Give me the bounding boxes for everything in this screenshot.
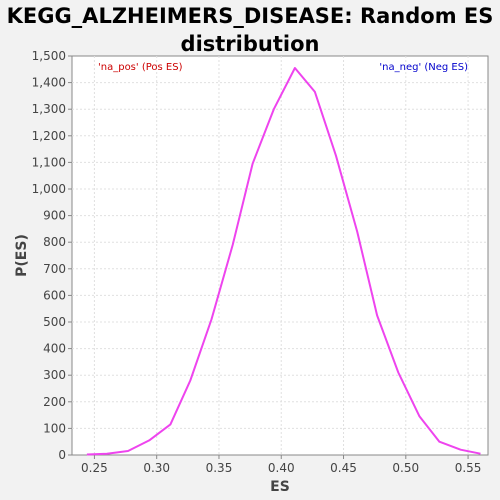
y-tick-label: 800: [43, 235, 66, 249]
y-tick-label: 1,200: [32, 129, 66, 143]
y-tick-label: 1,400: [32, 76, 66, 90]
y-tick-label: 900: [43, 209, 66, 223]
y-tick-label: 700: [43, 262, 66, 276]
axes: 0 100 200 300 400 500 600 700 800 900 1,000 1,100 1,…: [32, 49, 482, 475]
x-tick-label: 0.50: [392, 461, 419, 475]
series-line: [86, 67, 481, 456]
chart-title: KEGG_ALZHEIMERS_DISEASE: Random ES distr…: [0, 2, 500, 58]
chart-title-line-2: distribution: [180, 32, 320, 56]
plot-area: [71, 55, 489, 456]
y-tick-label: 100: [43, 421, 66, 435]
y-tick-label: 600: [43, 288, 66, 302]
x-tick-label: 0.55: [455, 461, 482, 475]
series-layer: [86, 67, 481, 456]
x-axis-title: ES: [270, 479, 290, 495]
y-tick-label: 200: [43, 395, 66, 409]
x-tick-label: 0.45: [330, 461, 357, 475]
legend-neg: 'na_neg' (Neg ES): [379, 62, 468, 73]
x-tick-label: 0.25: [81, 461, 108, 475]
x-tick-label: 0.35: [206, 461, 233, 475]
y-tick-label: 1,100: [32, 155, 66, 169]
legend-pos: 'na_pos' (Pos ES): [98, 62, 183, 73]
y-tick-label: 1,000: [32, 182, 66, 196]
y-tick-label: 400: [43, 342, 66, 356]
y-tick-label: 0: [58, 448, 66, 462]
y-axis-title: P(ES): [14, 234, 30, 277]
x-tick-label: 0.30: [143, 461, 170, 475]
grid: [72, 56, 488, 455]
y-tick-label: 1,300: [32, 102, 66, 116]
x-tick-label: 0.40: [268, 461, 295, 475]
y-tick-label: 300: [43, 368, 66, 382]
y-tick-label: 500: [43, 315, 66, 329]
chart-title-line-1: KEGG_ALZHEIMERS_DISEASE: Random ES: [6, 4, 494, 28]
y-tick-label: 1,500: [32, 49, 66, 63]
